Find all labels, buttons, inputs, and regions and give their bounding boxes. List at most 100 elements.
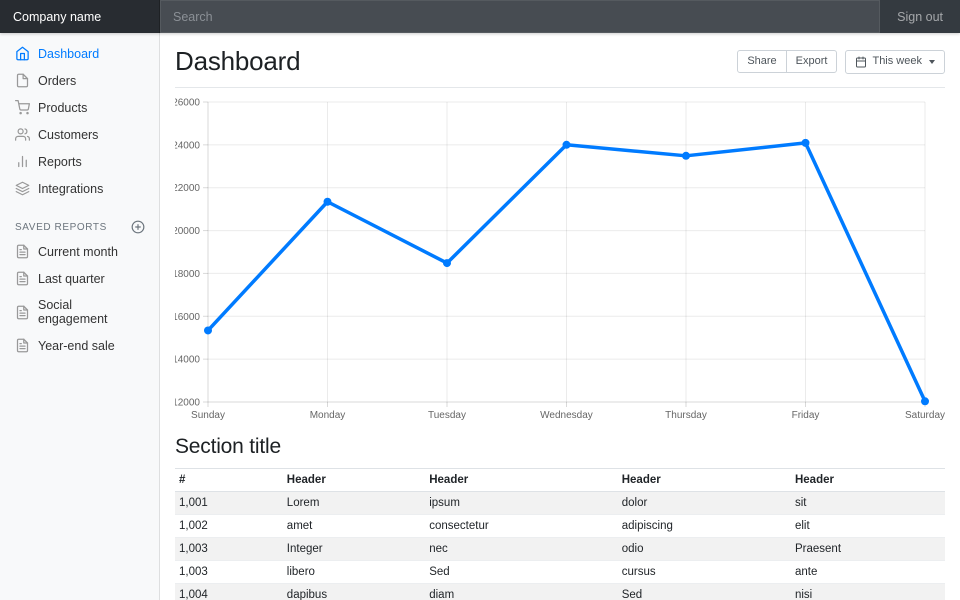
sidebar-item-dashboard[interactable]: Dashboard (0, 40, 160, 67)
sidebar-item-label: Customers (38, 127, 99, 142)
sidebar-item-current-month[interactable]: Current month (0, 238, 160, 265)
file-text-icon (16, 271, 29, 286)
table-cell: amet (282, 514, 426, 538)
sidebar-item-label: Year-end sale (38, 338, 115, 353)
svg-text:12000: 12000 (175, 398, 200, 409)
table-cell: Integer (282, 537, 426, 561)
section-title: Section title (175, 435, 281, 458)
saved-reports-heading: Saved reports (0, 220, 160, 234)
table-cell: Lorem (282, 491, 426, 515)
table-cell: nec (425, 537, 618, 561)
svg-text:Tuesday: Tuesday (428, 410, 466, 420)
plus-circle-icon[interactable] (131, 220, 145, 234)
table-row: 1,004 dapibus diam Sed nisi (175, 583, 945, 600)
sidebar-item-label: Current month (38, 244, 118, 259)
home-icon (16, 46, 29, 61)
svg-text:Wednesday: Wednesday (540, 410, 593, 420)
table-header-cell: Header (425, 468, 618, 492)
svg-text:16000: 16000 (175, 312, 200, 323)
svg-text:26000: 26000 (175, 98, 200, 109)
svg-text:Thursday: Thursday (665, 410, 707, 420)
table-cell: diam (425, 583, 618, 600)
layers-icon (15, 181, 30, 196)
table-row: 1,002 amet consectetur adipiscing elit (175, 514, 945, 538)
svg-text:Friday: Friday (792, 410, 820, 420)
svg-text:Monday: Monday (310, 410, 346, 420)
sidebar-item-label: Orders (38, 73, 77, 88)
sidebar-item-label: Reports (38, 154, 82, 169)
table-cell: ante (790, 560, 945, 584)
share-export-button-group: Share Export (737, 50, 838, 73)
sidebar-item-orders[interactable]: Orders (0, 67, 160, 94)
main-content: Dashboard Share Export This week 12000 14… (160, 33, 960, 600)
table-cell: consectetur (425, 514, 618, 538)
svg-text:14000: 14000 (175, 355, 200, 366)
signout-link[interactable]: Sign out (897, 9, 943, 24)
table-cell: elit (790, 514, 945, 538)
table-cell: sit (790, 491, 945, 515)
chevron-down-icon (929, 59, 935, 64)
top-navbar: Company name Sign out (0, 0, 960, 33)
sidebar-item-label: Products (38, 100, 88, 115)
search-input[interactable] (160, 0, 881, 33)
table-cell: 1,002 (175, 514, 283, 538)
svg-text:24000: 24000 (175, 140, 200, 151)
page-header: Dashboard Share Export This week (175, 33, 945, 88)
sidebar-item-year-end-sale[interactable]: Year-end sale (0, 332, 160, 359)
sidebar-item-integrations[interactable]: Integrations (0, 175, 160, 202)
file-text-icon (16, 305, 29, 319)
table-cell: Sed (425, 560, 618, 584)
svg-text:22000: 22000 (175, 183, 200, 194)
sidebar-item-label: Dashboard (38, 46, 100, 61)
sidebar-item-last-quarter[interactable]: Last quarter (0, 265, 160, 292)
table-cell: dolor (617, 491, 791, 515)
bar-chart-icon (18, 155, 27, 168)
file-icon (16, 73, 29, 88)
calendar-icon (856, 56, 867, 67)
shopping-cart-icon (15, 100, 30, 115)
table-cell: 1,003 (175, 537, 283, 561)
table-cell: 1,004 (175, 583, 283, 600)
svg-text:18000: 18000 (175, 269, 200, 280)
users-icon (15, 128, 30, 141)
table-cell: cursus (617, 560, 791, 584)
svg-text:20000: 20000 (175, 226, 200, 237)
page-title: Dashboard (175, 46, 301, 76)
table-cell: dapibus (282, 583, 426, 600)
table-header-cell: # (175, 468, 283, 492)
sidebar-item-customers[interactable]: Customers (0, 121, 160, 148)
file-text-icon (16, 338, 29, 353)
svg-text:Saturday: Saturday (905, 410, 945, 420)
sidebar-item-reports[interactable]: Reports (0, 148, 160, 175)
table-cell: 1,001 (175, 491, 283, 515)
table-cell: ipsum (425, 491, 618, 515)
table-row: 1,001 Lorem ipsum dolor sit (175, 491, 945, 515)
table-cell: nisi (790, 583, 945, 600)
table-row: 1,003 libero Sed cursus ante (175, 560, 945, 584)
table-cell: Praesent (790, 537, 945, 561)
saved-reports-heading-label: Saved reports (15, 221, 107, 233)
table-row: 1,003 Integer nec odio Praesent (175, 537, 945, 561)
table-header-row: # Header Header Header Header (175, 468, 945, 492)
sidebar-item-label: Last quarter (38, 271, 105, 286)
period-dropdown-label: This week (872, 55, 922, 67)
share-button[interactable]: Share (737, 50, 787, 73)
sidebar-item-label: Social engagement (38, 298, 108, 326)
sidebar: Dashboard Orders Products Customers Repo… (0, 33, 160, 600)
table-cell: adipiscing (617, 514, 791, 538)
table-header-cell: Header (282, 468, 426, 492)
sidebar-item-label: Integrations (38, 181, 104, 196)
export-button[interactable]: Export (785, 50, 838, 73)
brand[interactable]: Company name (0, 0, 160, 33)
data-table: # Header Header Header Header 1,001 Lore… (175, 468, 945, 600)
table-header-cell: Header (790, 468, 945, 492)
svg-text:Sunday: Sunday (191, 410, 225, 420)
table-cell: odio (617, 537, 791, 561)
period-dropdown-button[interactable]: This week (845, 49, 945, 74)
sidebar-item-social-engagement[interactable]: Social engagement (0, 292, 160, 332)
table-cell: 1,003 (175, 560, 283, 584)
weekly-revenue-line-chart: 12000 14000 16000 18000 20000 22000 24000 26000… (175, 94, 945, 421)
sidebar-item-products[interactable]: Products (0, 94, 160, 121)
table-header-cell: Header (617, 468, 791, 492)
table-cell: Sed (617, 583, 791, 600)
